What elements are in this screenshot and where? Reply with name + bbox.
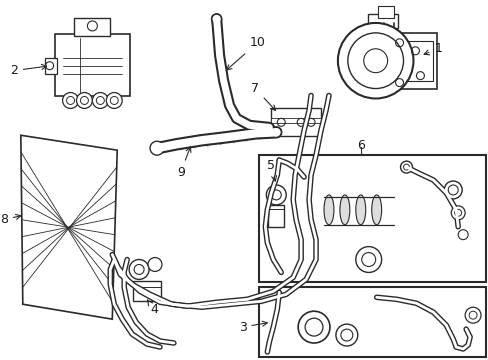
Ellipse shape (355, 195, 365, 225)
Circle shape (450, 206, 464, 220)
Bar (259, 155, 485, 282)
Text: 5: 5 (267, 159, 276, 181)
Circle shape (211, 14, 221, 24)
Bar (405, 41, 432, 81)
Text: 4: 4 (147, 300, 158, 316)
Text: 2: 2 (10, 64, 46, 77)
Circle shape (464, 307, 480, 323)
Bar (377, 6, 393, 18)
Text: 8: 8 (0, 213, 21, 226)
Text: 3: 3 (238, 321, 267, 334)
Bar (389, 37, 403, 85)
Circle shape (129, 260, 149, 279)
Circle shape (298, 311, 329, 343)
Circle shape (457, 230, 467, 240)
Circle shape (444, 181, 461, 199)
Bar (259, 287, 485, 357)
Circle shape (266, 185, 285, 205)
Circle shape (150, 141, 163, 155)
Bar (55, 34, 130, 95)
Circle shape (335, 324, 357, 346)
Text: 1: 1 (423, 42, 441, 55)
Circle shape (92, 93, 108, 108)
Bar (268, 205, 284, 227)
Bar (74, 18, 110, 36)
Circle shape (271, 127, 281, 137)
Bar (271, 108, 320, 136)
Text: 7: 7 (251, 82, 275, 111)
Ellipse shape (371, 195, 381, 225)
Circle shape (106, 93, 122, 108)
Ellipse shape (324, 195, 333, 225)
Circle shape (76, 93, 92, 108)
Circle shape (355, 247, 381, 273)
Circle shape (148, 257, 162, 271)
Bar (271, 118, 320, 123)
Text: 6: 6 (357, 139, 365, 152)
Circle shape (400, 161, 411, 173)
Bar (385, 33, 436, 89)
Ellipse shape (339, 195, 349, 225)
Polygon shape (21, 135, 117, 319)
Bar (367, 14, 397, 28)
Text: 9: 9 (177, 147, 190, 179)
Bar (133, 282, 161, 301)
Bar (44, 58, 57, 74)
Circle shape (337, 23, 413, 99)
Circle shape (62, 93, 78, 108)
Text: 10: 10 (226, 36, 265, 70)
